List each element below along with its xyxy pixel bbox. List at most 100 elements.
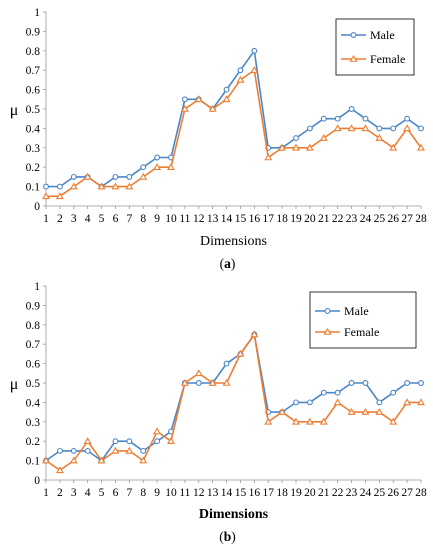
data-point [154, 154, 161, 161]
y-tick-label: 0.3 [26, 417, 41, 429]
data-point [167, 437, 175, 445]
legend-label: Female [370, 52, 405, 66]
y-tick-label: 0.8 [26, 46, 41, 58]
y-tick-label: 0.5 [26, 378, 41, 390]
x-tick-label: 2 [57, 213, 63, 225]
data-point [125, 182, 134, 190]
x-tick-label: 17 [262, 213, 274, 225]
data-point [194, 95, 203, 103]
data-point [222, 95, 231, 103]
data-point [237, 67, 244, 74]
data-point [194, 369, 203, 377]
data-point [112, 438, 119, 445]
data-point [418, 125, 424, 132]
data-point [348, 106, 355, 112]
series-female [42, 66, 425, 200]
x-tick-label: 4 [85, 487, 91, 499]
data-point [390, 389, 397, 396]
data-point [390, 125, 397, 132]
x-tick-label: 18 [276, 213, 288, 225]
data-point [83, 172, 92, 180]
x-axis-label: Dimensions [200, 234, 267, 249]
data-point [195, 380, 202, 386]
data-point [180, 378, 189, 386]
data-point [208, 378, 217, 386]
data-point [167, 163, 175, 170]
x-tick-label: 16 [249, 487, 261, 499]
y-axis-label: μ [10, 376, 19, 393]
data-point [417, 398, 425, 406]
series-line [46, 48, 422, 188]
x-tick-label: 1 [43, 213, 49, 225]
y-tick-label: 0.6 [26, 359, 41, 371]
x-tick-label: 26 [387, 213, 399, 225]
y-tick-label: 0.7 [26, 339, 41, 351]
x-tick-label: 18 [276, 487, 288, 499]
data-point [389, 417, 398, 425]
x-tick-label: 24 [360, 213, 372, 225]
data-point [305, 417, 314, 425]
x-tick-label: 25 [374, 213, 386, 225]
data-point [223, 86, 230, 93]
x-tick-label: 13 [207, 487, 219, 499]
x-tick-label: 5 [99, 213, 105, 225]
x-tick-label: 3 [71, 487, 77, 499]
data-point [140, 164, 147, 171]
data-point [251, 47, 258, 54]
data-point [264, 153, 273, 161]
data-point [361, 124, 370, 132]
data-point [126, 173, 133, 180]
x-tick-label: 12 [193, 213, 205, 225]
data-point [264, 417, 273, 425]
data-point [112, 173, 119, 180]
data-point [306, 399, 313, 406]
legend-label: Male [370, 28, 395, 42]
legend: Male Female [335, 18, 415, 76]
series-male [43, 47, 424, 190]
data-point [126, 438, 133, 445]
series-female [42, 330, 425, 474]
x-tick-label: 16 [249, 213, 261, 225]
data-point [125, 446, 134, 454]
series-line [45, 332, 421, 472]
y-tick-label: 0.2 [26, 436, 41, 448]
data-point [292, 417, 300, 425]
x-tick-label: 15 [235, 213, 247, 225]
data-point [319, 417, 328, 425]
x-tick-label: 26 [387, 487, 399, 499]
data-point [55, 192, 64, 200]
x-tick-label: 25 [374, 487, 386, 499]
data-point [376, 125, 383, 132]
data-point [250, 330, 259, 338]
data-point [181, 96, 188, 103]
data-point [97, 456, 106, 464]
x-tick-label: 9 [154, 487, 160, 499]
data-point [362, 380, 369, 386]
x-tick-label: 23 [346, 487, 358, 499]
data-point [319, 133, 328, 141]
x-tick-label: 13 [207, 213, 219, 225]
x-tick-label: 3 [71, 213, 77, 225]
data-point [153, 163, 162, 170]
data-point [348, 380, 355, 386]
y-tick-label: 0 [34, 475, 40, 487]
legend-marker [350, 32, 357, 38]
data-point [375, 407, 384, 415]
y-tick-label: 0.4 [26, 123, 41, 135]
x-tick-label: 28 [415, 487, 427, 499]
data-point [333, 398, 342, 406]
x-tick-label: 2 [57, 487, 63, 499]
y-tick-label: 1 [34, 281, 40, 293]
y-tick-label: 0.1 [26, 456, 41, 468]
legend-label: Male [344, 304, 369, 318]
panel-label: (b) [219, 529, 236, 544]
legend-marker [324, 308, 331, 314]
x-tick-label: 22 [332, 213, 344, 225]
y-axis-label: μ [10, 102, 19, 119]
data-point [250, 66, 259, 73]
data-point [376, 399, 383, 406]
data-point [180, 104, 189, 112]
data-point [56, 183, 63, 190]
legend-marker [323, 327, 332, 335]
